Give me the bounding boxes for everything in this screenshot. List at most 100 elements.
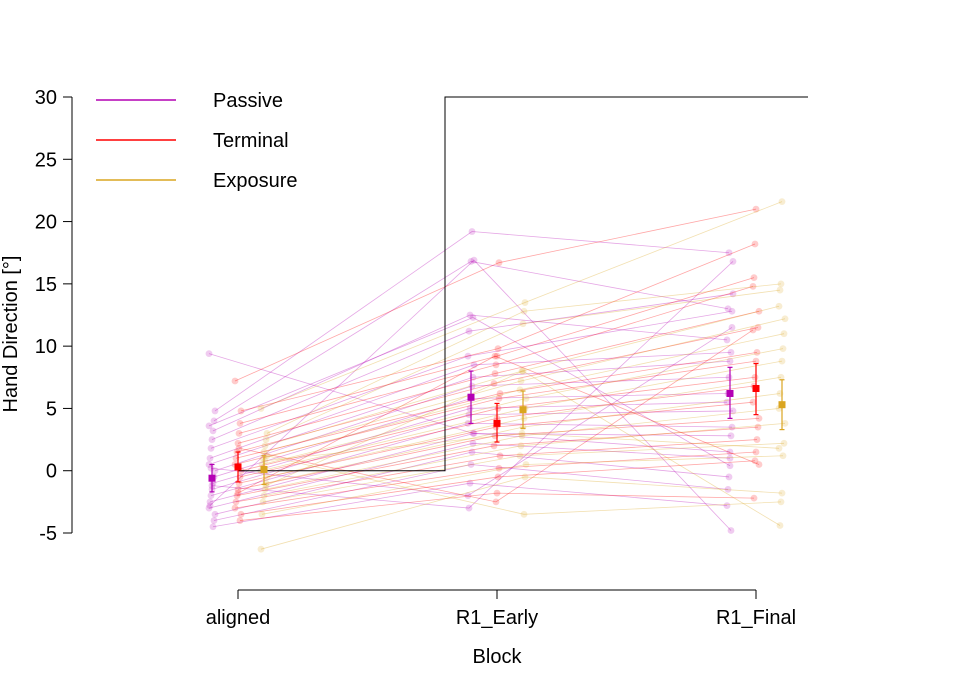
terminal-participant-point xyxy=(235,444,243,452)
terminal-participant-line xyxy=(238,285,754,434)
passive-participant-point xyxy=(469,429,477,437)
passive-participant-line xyxy=(208,353,731,453)
terminal-participant-point xyxy=(494,405,502,412)
passive-participant-point xyxy=(466,405,474,412)
terminal-participant-point xyxy=(237,407,245,415)
terminal-participant-point xyxy=(496,452,504,460)
x-axis-title: Block xyxy=(473,646,523,668)
passive-participant-line xyxy=(208,317,731,467)
terminal-participant-line xyxy=(236,327,759,453)
terminal-participant-point xyxy=(491,370,499,377)
terminal-participant-line xyxy=(234,360,757,465)
exposure-participant-point xyxy=(775,302,783,310)
terminal-participant-line xyxy=(240,376,756,472)
terminal-mean-marker xyxy=(234,463,242,471)
exposure-participant-point xyxy=(778,198,786,206)
passive-participant-point xyxy=(470,429,478,437)
passive-participant-point xyxy=(725,249,733,257)
passive-participant-line xyxy=(209,351,732,459)
passive-participant-point xyxy=(207,464,215,472)
exposure-participant-point xyxy=(261,457,269,465)
terminal-participant-point xyxy=(751,457,759,465)
exposure-participant-point xyxy=(517,377,525,385)
passive-participant-point xyxy=(205,350,213,358)
exposure-participant-line xyxy=(263,318,786,453)
exposure-participant-point xyxy=(777,498,785,506)
passive-participant-point xyxy=(467,258,475,265)
group-means-layer xyxy=(208,362,786,493)
passive-participant-point xyxy=(725,373,733,381)
passive-participant-point xyxy=(466,311,474,319)
terminal-participant-point xyxy=(233,492,241,500)
axes-layer: Block Hand Direction [°] -5 0 5 10 15 20 25 30 a… xyxy=(0,87,796,668)
passive-participant-point xyxy=(205,504,213,512)
terminal-participant-point xyxy=(237,510,245,518)
terminal-participant-point xyxy=(750,494,758,502)
exposure-participant-line xyxy=(262,442,785,503)
exposure-participant-point xyxy=(263,473,271,481)
terminal-participant-point xyxy=(235,479,243,487)
passive-participant-point xyxy=(470,361,478,369)
exposure-participant-point xyxy=(520,307,528,315)
terminal-mean-marker xyxy=(752,384,760,392)
passive-participant-point xyxy=(465,327,473,335)
passive-participant-point xyxy=(724,486,732,493)
exposure-participant-point xyxy=(520,510,528,518)
passive-participant-point xyxy=(728,324,736,331)
passive-participant-point xyxy=(729,258,737,265)
y-tick-label: 10 xyxy=(35,336,57,358)
passive-participant-point xyxy=(729,290,737,298)
exposure-participant-point xyxy=(780,330,788,338)
exposure-participant-point xyxy=(516,386,524,394)
exposure-participant-point xyxy=(518,432,526,440)
x-tick-label: R1_Final xyxy=(716,607,796,629)
exposure-participant-point xyxy=(516,452,524,460)
passive-participant-line xyxy=(211,293,734,440)
passive-participant-point xyxy=(206,498,214,506)
terminal-participant-point xyxy=(754,423,762,431)
passive-participant-point xyxy=(726,462,734,470)
passive-participant-point xyxy=(210,417,218,425)
participant-lines-layer xyxy=(205,198,789,553)
exposure-participant-point xyxy=(522,461,530,468)
exposure-participant-point xyxy=(257,405,265,412)
terminal-participant-point xyxy=(755,307,763,315)
exposure-participant-point xyxy=(262,436,270,443)
terminal-participant-point xyxy=(755,414,763,422)
exposure-participant-point xyxy=(776,522,784,529)
terminal-participant-point xyxy=(236,419,244,427)
rotation-schedule-layer xyxy=(238,96,808,472)
terminal-participant-point xyxy=(232,498,240,506)
exposure-participant-line xyxy=(265,370,781,526)
exposure-participant-point xyxy=(263,452,271,460)
y-tick-label: 25 xyxy=(35,149,57,171)
passive-participant-point xyxy=(724,305,732,313)
passive-participant-line xyxy=(209,259,732,531)
passive-mean-marker xyxy=(467,393,475,401)
passive-participant-point xyxy=(464,419,472,427)
terminal-participant-point xyxy=(234,486,242,493)
passive-participant-point xyxy=(465,504,473,512)
passive-participant-line xyxy=(212,482,728,528)
terminal-participant-point xyxy=(235,429,243,437)
exposure-participant-line xyxy=(266,455,782,515)
passive-participant-point xyxy=(726,448,734,456)
terminal-participant-point xyxy=(490,380,498,387)
passive-participant-point xyxy=(209,523,217,531)
passive-participant-line xyxy=(213,464,729,521)
terminal-participant-point xyxy=(231,504,239,512)
exposure-participant-point xyxy=(776,286,784,294)
passive-participant-line xyxy=(208,442,731,509)
exposure-mean-marker xyxy=(260,465,268,473)
passive-participant-point xyxy=(464,492,472,500)
passive-participant-point xyxy=(466,479,474,487)
x-tick-label: aligned xyxy=(206,607,271,629)
terminal-participant-point xyxy=(752,357,760,365)
exposure-participant-point xyxy=(519,320,527,328)
terminal-participant-line xyxy=(237,417,760,490)
passive-participant-line xyxy=(211,261,734,509)
terminal-mean-marker xyxy=(493,419,501,427)
y-tick-label: 5 xyxy=(46,398,57,420)
exposure-participant-point xyxy=(260,448,268,456)
